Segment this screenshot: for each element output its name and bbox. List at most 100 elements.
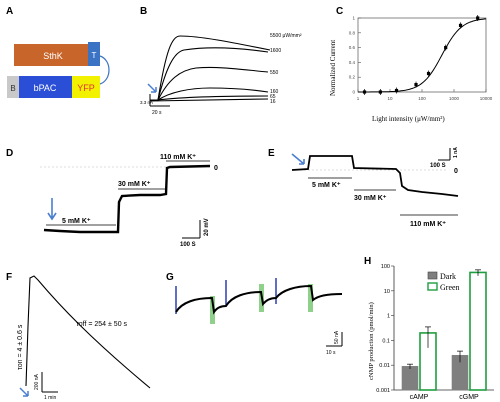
panel-label-b: B [140, 6, 148, 17]
panel-d-trace: 0 5 mM K⁺ 30 mM K⁺ 110 mM K⁺ 20 mV 100 S [40, 154, 218, 248]
c-xtick-label: 10000 [480, 96, 493, 101]
c-data-point [426, 71, 431, 76]
e-arrow-icon [291, 153, 305, 165]
c-data-point [394, 88, 399, 93]
cap-block [7, 76, 19, 98]
trace-label-160: 160 [270, 89, 279, 95]
panel-f-trace: τon = 4 ± 0.6 s τoff = 254 ± 50 s 200 nA… [17, 275, 151, 401]
h-legend-dark-swatch [427, 271, 438, 280]
g-green-pulse-3 [308, 284, 313, 312]
panel-e-trace: 0 5 mM K⁺ 30 mM K⁺ 110 mM K⁺ 1 nA 100 S [291, 147, 459, 228]
trace-5500 [150, 35, 271, 101]
cap-label: B [10, 84, 15, 93]
sthk-block [14, 44, 92, 66]
e-scale-x: 100 S [430, 163, 446, 169]
c-data-point [458, 23, 463, 27]
c-xtick-label: 1 [357, 96, 360, 101]
d-scale-y: 20 mV [204, 218, 210, 236]
h-legend-dark: Dark [440, 272, 456, 281]
e-scale-y: 1 nA [453, 147, 459, 158]
d-label-30mm: 30 mM K⁺ [118, 181, 151, 188]
panel-label-g: G [166, 272, 174, 283]
trace-label-65: 65 [270, 94, 276, 100]
yfp-label: YFP [77, 83, 95, 93]
c-ytick-label: 0.4 [349, 60, 356, 65]
c-ytick-label: 0.8 [349, 30, 356, 35]
d-scale-x: 100 S [180, 242, 196, 248]
c-xtick-label: 1000 [449, 96, 460, 101]
g-scale-y: 50 nA [334, 330, 340, 344]
f-tau-off: τoff = 254 ± 50 s [76, 321, 128, 328]
e-label-110mm: 110 mM K⁺ [410, 221, 446, 228]
t-label: T [92, 51, 97, 60]
h-category-label: cAMP [410, 394, 429, 401]
panel-label-h: H [364, 256, 372, 267]
h-legend-green: Green [440, 283, 460, 292]
c-data-point [476, 16, 480, 20]
c-data-point [444, 46, 448, 50]
h-ytick-label: 10 [384, 289, 390, 295]
panel-label-d: D [6, 148, 14, 159]
g-scale-x: 10 s [326, 350, 336, 356]
d-zero-label: 0 [214, 165, 218, 172]
c-xlabel: Light intensity (μW/mm²) [372, 115, 445, 123]
e-current-trace [291, 155, 459, 197]
c-data-point [378, 90, 382, 94]
scale-x-label: 20 s [152, 110, 162, 116]
f-scale-x: 1 min [44, 395, 56, 401]
f-tau-on: τon = 4 ± 0.6 s [17, 324, 24, 370]
panel-b-traces: 5500 μW/mm² 1600 550 160 65 16 3.3 nA 20… [140, 33, 302, 116]
panel-label-c: C [336, 6, 344, 17]
bpac-label: bPAC [34, 83, 57, 93]
panel-g-trace: 50 nA 10 s [175, 278, 343, 356]
g-current-trace [175, 284, 343, 315]
c-ytick-label: 0 [352, 90, 355, 95]
h-bar [401, 366, 419, 391]
t-block [88, 42, 100, 66]
f-scale-y: 200 nA [34, 373, 40, 390]
c-xtick-label: 10 [387, 96, 393, 101]
panel-h-chart: 0.001 0.01 0.1 1 10 100 cAMP cGMP cNMP producti… [368, 264, 494, 401]
c-ytick-label: 0.6 [349, 45, 356, 50]
trace-16 [149, 98, 269, 102]
panel-c-chart: 1 10 100 1000 10000 0 0.2 0.4 0.6 0.8 1 Normalized… [329, 15, 493, 123]
panel-label-f: F [6, 272, 13, 283]
trace-65 [150, 95, 269, 101]
f-arrow-icon [19, 387, 29, 397]
c-ytick-label: 0.2 [349, 75, 356, 80]
construct-diagram: SthK T B bPAC YFP [7, 42, 110, 98]
g-green-pulse-1 [210, 296, 215, 324]
trace-label-1600: 1600 [270, 48, 281, 54]
c-axes-frame [357, 17, 487, 93]
yfp-block [72, 76, 100, 98]
h-ytick-label: 1 [387, 314, 390, 320]
h-category-label: cGMP [459, 394, 479, 401]
trace-label-16: 16 [270, 99, 276, 105]
d-label-5mm: 5 mM K⁺ [62, 218, 91, 225]
d-arrow-icon [47, 198, 57, 221]
sthk-label: SthK [43, 51, 63, 61]
c-data-point [414, 83, 418, 87]
e-zero-label: 0 [454, 168, 458, 175]
trace-160 [150, 87, 269, 101]
h-bar [469, 271, 487, 391]
c-xtick-label: 100 [418, 96, 426, 101]
c-data-point [362, 90, 367, 94]
trace-1600 [150, 47, 269, 101]
light-arrow-icon [147, 83, 157, 93]
h-ytick-label: 0.1 [382, 338, 390, 344]
f-current-trace [25, 275, 151, 389]
panel-label-a: A [6, 6, 14, 17]
e-label-30mm: 30 mM K⁺ [354, 195, 387, 202]
linker-curve [99, 55, 110, 85]
scale-y-label: 3.3 nA [140, 100, 153, 105]
h-legend-green-swatch [427, 282, 438, 291]
h-ytick-label: 0.01 [379, 363, 390, 369]
bpac-block [19, 76, 72, 98]
c-fit-line [358, 18, 487, 93]
e-label-5mm: 5 mM K⁺ [312, 182, 341, 189]
d-voltage-trace [43, 164, 211, 234]
panel-label-e: E [268, 148, 275, 159]
c-ylabel: Normalized Current [329, 40, 337, 96]
c-ytick-label: 1 [352, 16, 355, 21]
